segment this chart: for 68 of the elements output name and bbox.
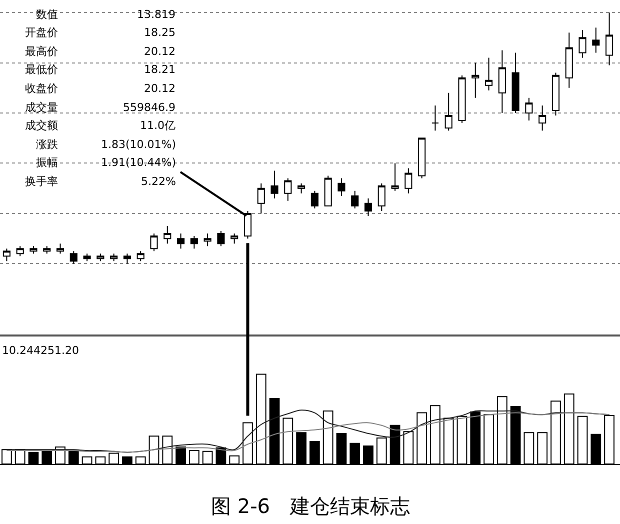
candlestick	[418, 138, 426, 179]
candlestick	[150, 233, 158, 252]
candlestick	[338, 178, 346, 196]
annotation: 换手率	[25, 175, 58, 188]
annotation: 1.91(10.44%)	[101, 156, 176, 169]
annotation: 18.25	[144, 26, 176, 39]
candlestick	[404, 168, 412, 194]
candlestick	[284, 178, 292, 202]
annotation: 成交量	[25, 101, 58, 114]
candlestick	[525, 97, 533, 122]
candlestick	[110, 253, 118, 262]
annotation: 最高价	[25, 45, 58, 58]
candlestick	[177, 233, 185, 250]
annotation: 最低价	[25, 63, 58, 76]
candlestick	[324, 175, 332, 206]
annotation: 13.819	[137, 8, 176, 21]
candlestick	[458, 74, 466, 124]
annotation: 5.22%	[141, 175, 176, 188]
candlestick	[204, 233, 212, 247]
candlestick	[190, 236, 198, 250]
candlestick	[164, 226, 172, 244]
candlestick	[552, 72, 560, 116]
candlestick	[592, 27, 600, 54]
candlestick	[96, 253, 104, 262]
candlestick	[310, 190, 318, 209]
annotation: 20.12	[144, 82, 176, 95]
annotation: 1.83(10.01%)	[101, 138, 176, 151]
candlestick	[298, 182, 306, 194]
candlestick	[351, 190, 359, 209]
annotation: 收盘价	[25, 82, 58, 95]
candlestick	[43, 246, 51, 254]
candlestick	[538, 104, 546, 132]
annotation: 开盘价	[25, 26, 58, 39]
candlestick	[257, 182, 265, 214]
candlestick	[217, 230, 225, 247]
candlestick	[56, 243, 64, 254]
annotation: 振幅	[36, 156, 58, 169]
candlestick	[444, 92, 452, 132]
candlestick	[244, 210, 252, 240]
candlestick	[230, 233, 238, 244]
text: 10.244251.20	[2, 344, 79, 357]
annotation: 数值	[36, 8, 58, 21]
candlestick	[136, 250, 144, 262]
candlestick	[606, 12, 614, 66]
candlestick	[2, 248, 10, 262]
candlestick	[378, 182, 386, 212]
candlestick	[364, 198, 372, 216]
candlestick	[16, 246, 24, 257]
candlestick	[30, 246, 38, 254]
candlestick	[484, 57, 493, 91]
candlestick	[498, 50, 506, 114]
annotation: 18.21	[144, 63, 176, 76]
annotation: 涨跌	[36, 138, 58, 151]
candlestick	[391, 162, 399, 192]
candlestick	[512, 52, 520, 114]
candlestick	[565, 32, 573, 88]
candlestick	[123, 253, 131, 264]
candlestick	[431, 104, 439, 132]
candlestick	[83, 253, 91, 262]
annotation: 11.0亿	[140, 119, 176, 132]
text: 图 2-6 建仓结束标志	[211, 494, 410, 518]
annotation: 559846.9	[123, 101, 176, 114]
annotation: 20.12	[144, 45, 176, 58]
annotation: 成交额	[25, 119, 58, 132]
candlestick	[70, 250, 78, 264]
candlestick	[578, 30, 586, 58]
candlestick	[270, 170, 278, 199]
candlestick	[472, 62, 480, 98]
